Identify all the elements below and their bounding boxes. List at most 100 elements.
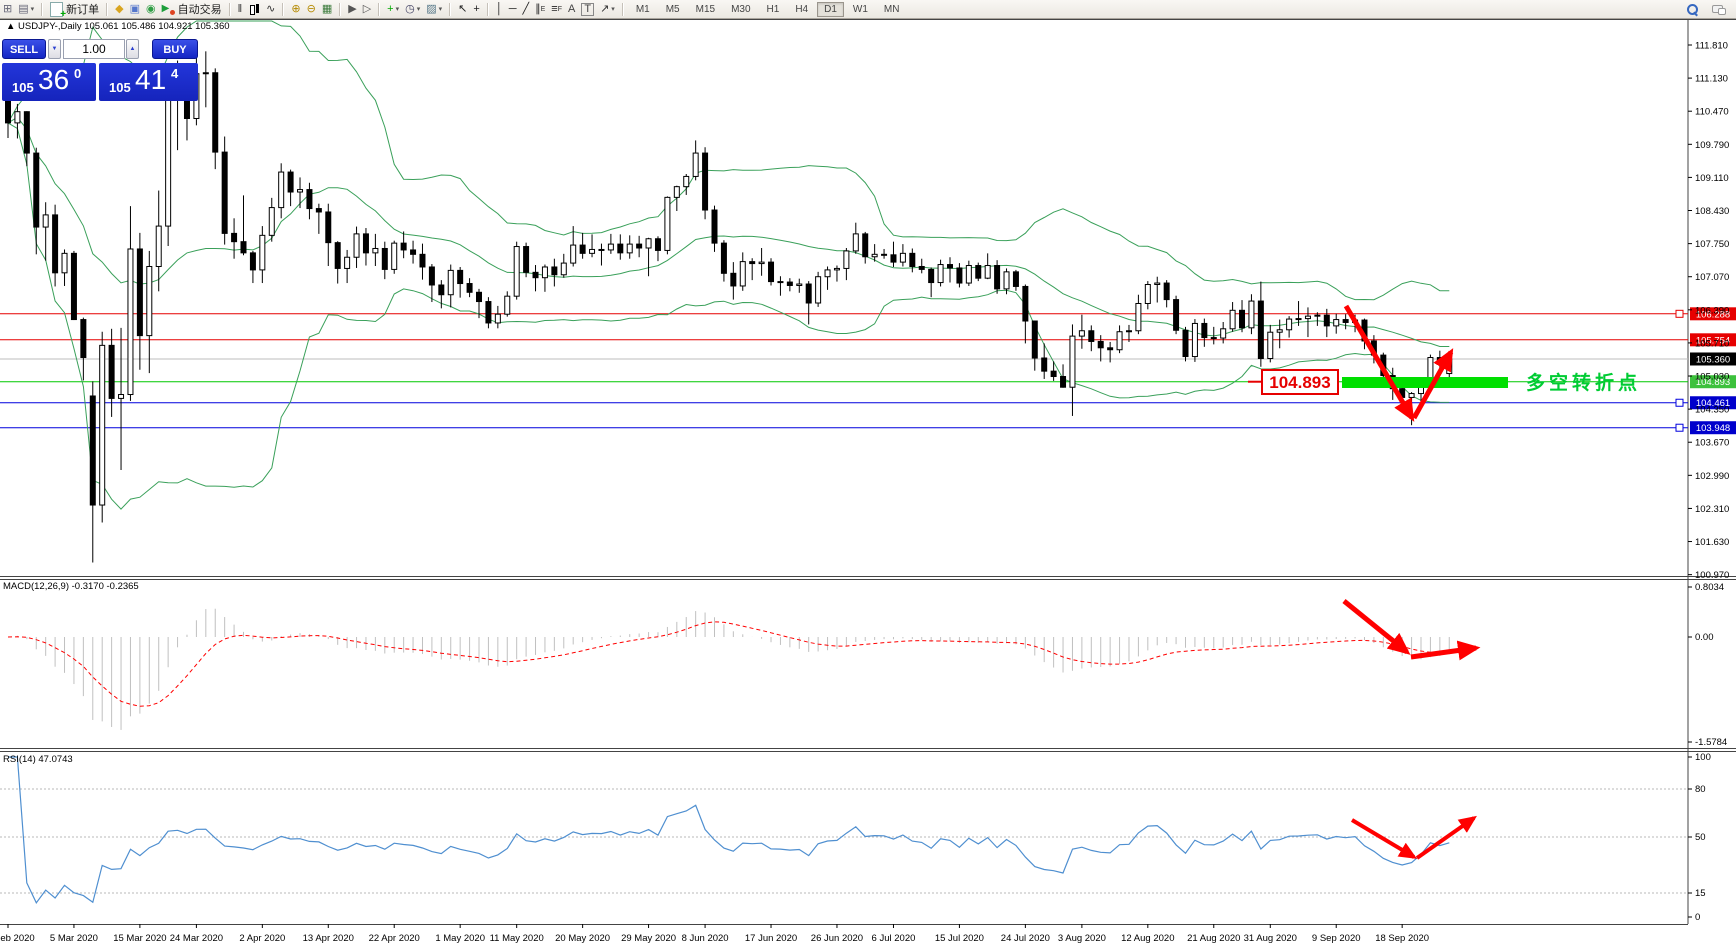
zoom-out-icon[interactable]: ⊖ [304,1,319,17]
bar-chart-icon[interactable]: ‖ [235,1,246,17]
auto-scroll-icon[interactable]: ▶ [345,1,359,17]
text-icon: A [568,3,576,15]
timeframe-h1[interactable]: H1 [766,3,780,15]
sell-price-button[interactable]: 105 36 0 [2,63,96,101]
timeframe-m5[interactable]: M5 [665,3,680,15]
equidistant-channel-icon[interactable]: ∥ E [535,3,546,15]
horizontal-line-icon: ─ [508,3,517,15]
dropdown-caret-icon[interactable]: ▾ [416,6,421,13]
line-handle[interactable] [1675,398,1684,407]
zoom-in-icon[interactable]: ⊕ [288,1,303,17]
arrows-tool-icon[interactable]: ↗ ▾ [597,1,618,17]
date-axis-label: 29 May 2020 [621,933,676,944]
strategy-tester-icon[interactable]: ▣ [127,1,143,17]
new-chart-icon[interactable]: ⊞ [0,1,15,17]
cursor-icon: ↖ [458,3,468,15]
volume-decrease-button[interactable]: ▼ [48,39,61,59]
crosshair-icon[interactable]: + [470,1,482,17]
chart-profiles-icon[interactable]: ▤ ▾ [15,1,37,17]
date-axis-label: 25 Feb 2020 [0,933,35,944]
timeframe-d1[interactable]: D1 [817,1,844,17]
fibonacci-icon[interactable]: ≡ F [551,3,562,15]
timeframe-m15[interactable]: M15 [695,3,716,15]
turning-point-zone[interactable] [1342,377,1508,388]
candlestick-chart-icon[interactable] [245,1,263,17]
dropdown-caret-icon[interactable]: ▾ [30,6,35,13]
vertical-line-icon[interactable]: │ [493,1,506,17]
date-axis-label: 24 Mar 2020 [170,933,223,944]
buy-price-point: 4 [171,66,179,81]
price-callout-box[interactable] [1261,369,1339,395]
cursor-icon[interactable]: ↖ [455,1,470,17]
tile-windows-icon[interactable]: ▦ [319,1,335,17]
line-handle[interactable] [1675,423,1684,432]
autotrading-icon[interactable]: 自动交易 [159,1,225,17]
indicators-icon: + [387,3,394,15]
templates-icon: ▨ [426,3,437,15]
toolbar-group: 新订单 [47,0,102,20]
price-axis[interactable]: 111.810 111.130 110.470 109.790 109.110 108.4… [1688,41,1729,924]
turning-point-annotation[interactable]: 104.893 多空转折点 [1248,369,1641,395]
line-chart-icon[interactable]: ∿ [263,1,278,17]
red-arrow-main[interactable] [1411,348,1454,420]
buy-price-button[interactable]: 105 41 4 [99,63,198,101]
timeframe-w1[interactable]: W1 [852,3,868,15]
price-axis-label: 100.970 [1695,570,1729,581]
toolbar-group: ▶ ▷ [345,0,374,18]
dropdown-caret-icon[interactable]: ▾ [395,6,400,13]
trendline-icon[interactable]: ╱ [520,1,533,17]
date-axis-label: 8 Jun 2020 [682,933,729,944]
date-axis-label: 21 Aug 2020 [1187,933,1240,944]
chat-icon[interactable] [1709,1,1728,17]
collapse-marker-icon[interactable]: ▲ [6,21,16,32]
strategy-tester-icon: ▣ [129,3,141,15]
new-order-icon[interactable]: 新订单 [47,1,102,20]
price-tag-text: 106.288 [1696,309,1730,320]
date-axis-label: 6 Jul 2020 [872,933,916,944]
line-handle[interactable] [1675,309,1684,318]
red-arrow-macd[interactable] [1410,640,1481,661]
volume-increase-button[interactable]: ▲ [126,39,139,59]
sell-price-figure: 105 [12,80,34,95]
rsi-axis-label: 0 [1695,912,1700,923]
timeframe-h4[interactable]: H4 [795,3,809,15]
metaeditor-icon[interactable]: ◆ [112,1,126,17]
periods-icon[interactable]: ◷ ▾ [402,1,423,17]
dropdown-caret-icon[interactable]: ▾ [438,6,443,13]
trend-arrows[interactable] [1342,304,1481,860]
rsi-indicator-label: RSI(14) 47.0743 [3,754,73,765]
volume-input[interactable]: 1.00 [63,39,125,59]
chart-frame [0,19,1736,925]
indicators-icon[interactable]: + ▾ [384,1,402,17]
macd-axis-label: 0.8034 [1695,582,1724,593]
buy-price-figure: 105 [109,80,131,95]
date-axis-label: 12 Aug 2020 [1121,933,1174,944]
red-arrow-rsi[interactable] [1350,818,1418,859]
horizontal-level-lines[interactable] [0,313,1688,429]
chart-shift-icon[interactable]: ▷ [360,1,374,17]
red-arrow-rsi[interactable] [1415,815,1477,860]
signals-icon[interactable]: ◉ [143,1,159,17]
search-icon[interactable] [1683,1,1701,17]
dropdown-caret-icon[interactable]: ▾ [611,6,615,13]
horizontal-line-icon[interactable]: ─ [506,1,520,17]
date-axis[interactable]: 25 Feb 2020 5 Mar 2020 15 Mar 2020 24 Mar 2… [0,924,1429,944]
price-tag-text: 104.461 [1696,398,1730,409]
red-arrow-macd[interactable] [1342,599,1411,655]
price-tag-106.288 [1690,307,1736,321]
price-axis-label: 105.030 [1695,372,1729,383]
timeframe-m1[interactable]: M1 [635,3,650,15]
sell-button[interactable]: SELL [2,39,46,59]
symbol-name: USDJPY-,Daily [18,21,82,32]
text-label-icon[interactable]: T [578,1,597,17]
timeframe-m30[interactable]: M30 [731,3,751,15]
templates-icon[interactable]: ▨ ▾ [423,1,445,17]
buy-button[interactable]: BUY [152,39,198,59]
red-arrow-main[interactable] [1343,304,1415,422]
date-axis-label: 9 Sep 2020 [1312,933,1361,944]
text-icon[interactable]: A [565,1,578,17]
timeframe-mn[interactable]: MN [883,3,900,15]
toolbar-right-group [1683,1,1728,17]
